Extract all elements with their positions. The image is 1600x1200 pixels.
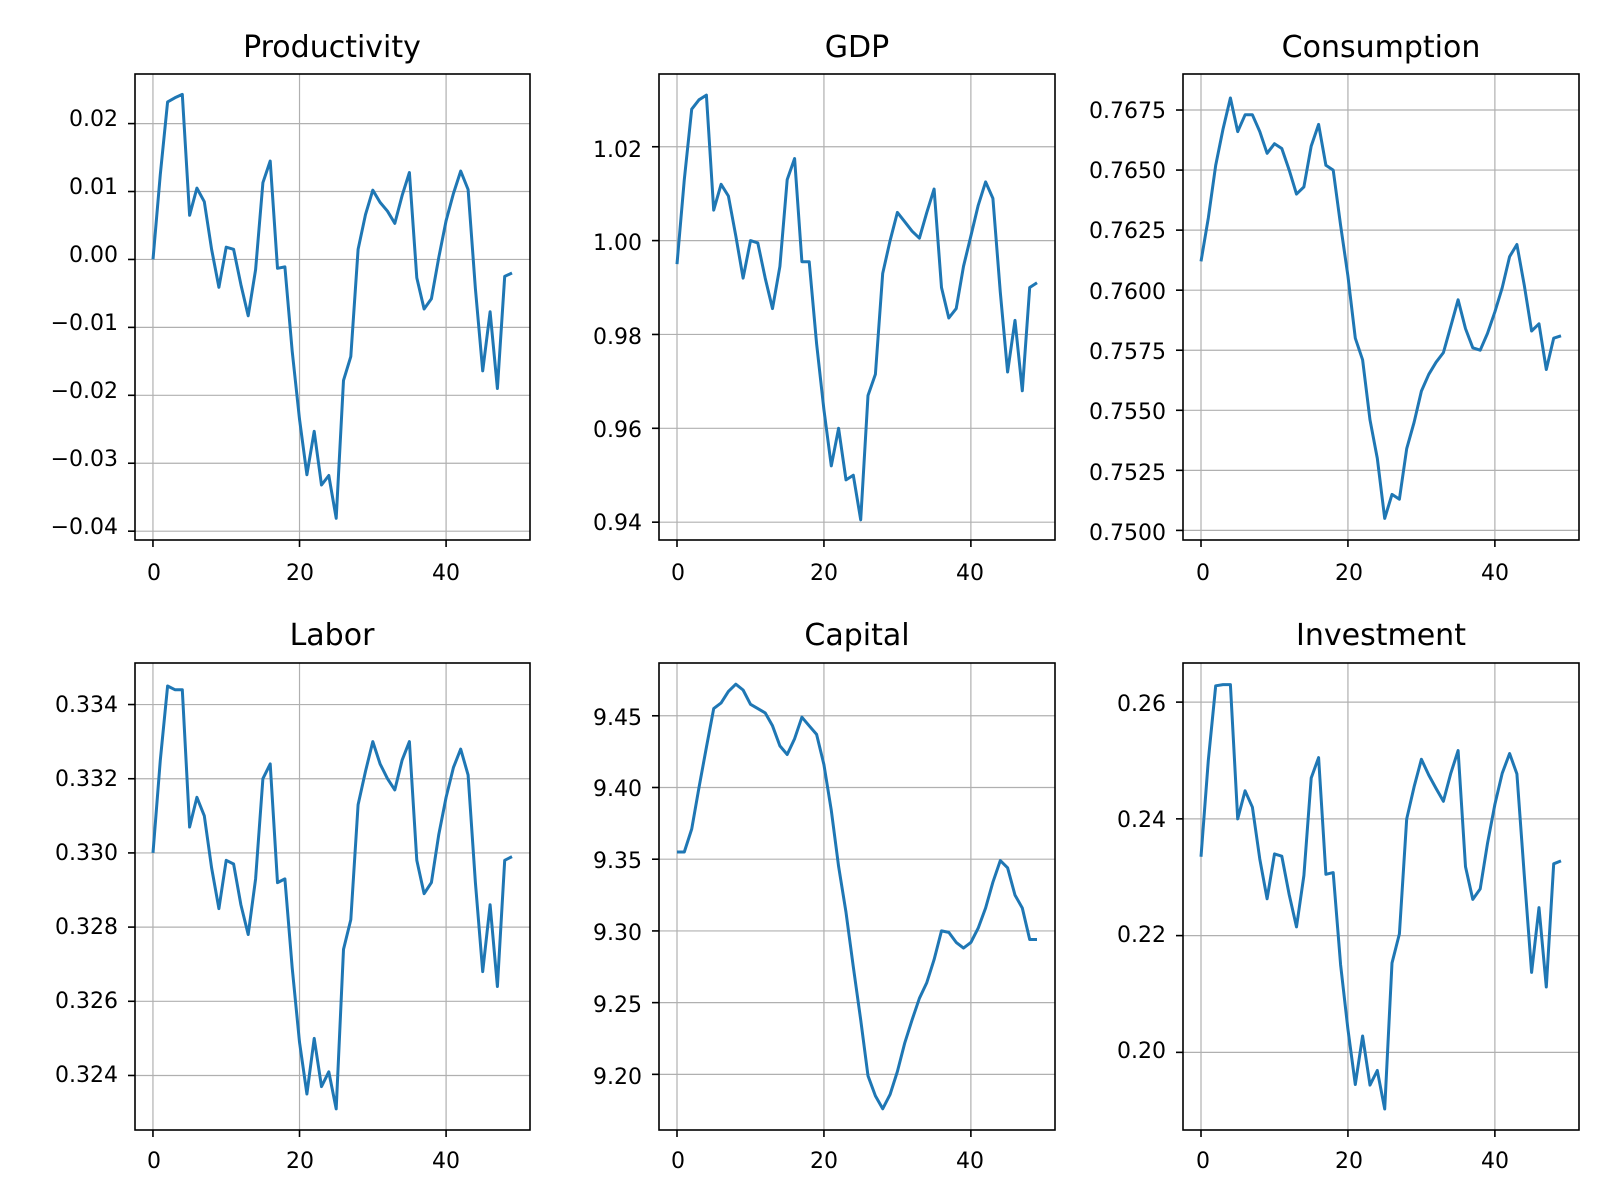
y-tick-label: 0.26 <box>1117 692 1166 717</box>
x-tick-label: 0 <box>671 561 685 586</box>
y-tick-label: 0.24 <box>1117 808 1166 833</box>
y-tick-label: 0.20 <box>1117 1039 1166 1064</box>
subplot-title: Labor <box>290 618 375 653</box>
y-tick-label: 9.25 <box>593 993 642 1018</box>
x-tick-label: 40 <box>956 1149 984 1174</box>
x-tick-label: 20 <box>1335 1149 1363 1174</box>
y-tick-label: 0.328 <box>55 915 118 940</box>
axes-frame <box>134 73 531 541</box>
y-tick-label: 0.7500 <box>1089 521 1166 546</box>
y-tick-label: 9.20 <box>593 1065 642 1090</box>
y-tick-label: 0.7550 <box>1089 400 1166 425</box>
x-tick-label: 40 <box>1481 1149 1509 1174</box>
subplot-consumption: Consumption 0.7675 0.7650 0.7625 0.7600 … <box>1089 30 1580 586</box>
x-tick-label: 20 <box>810 1149 838 1174</box>
x-tick-label: 40 <box>956 561 984 586</box>
y-tick-label: 0.334 <box>55 693 118 718</box>
series-line <box>675 93 1038 522</box>
y-tick-label: 0.00 <box>69 243 118 268</box>
y-tick-label: 1.00 <box>593 231 642 256</box>
x-tick-label: 0 <box>1196 561 1210 586</box>
x-tick-label: 40 <box>1481 561 1509 586</box>
x-tick-label: 40 <box>432 1149 460 1174</box>
subplot-title: GDP <box>825 30 889 65</box>
y-tick-label: −0.04 <box>51 515 118 540</box>
y-tick-label: 0.98 <box>593 325 642 350</box>
series-line <box>151 684 513 1111</box>
series-line <box>151 92 513 520</box>
y-tick-label: 9.35 <box>593 849 642 874</box>
subplot-title: Capital <box>804 618 909 653</box>
y-tick-label: −0.03 <box>51 447 118 472</box>
y-tick-label: 0.324 <box>55 1063 118 1088</box>
y-tick-label: −0.02 <box>51 379 118 404</box>
x-tick-label: 0 <box>1196 1149 1210 1174</box>
subplot-investment: Investment 0.26 0.24 0.22 0.20 0 20 40 <box>1117 618 1580 1174</box>
x-tick-label: 20 <box>1335 561 1363 586</box>
axes-frame <box>134 662 531 1131</box>
y-tick-label: 0.330 <box>55 841 118 866</box>
y-tick-label: 0.7600 <box>1089 280 1166 305</box>
y-tick-label: 0.96 <box>593 418 642 443</box>
x-tick-label: 0 <box>147 561 161 586</box>
y-tick-label: 0.7675 <box>1089 99 1166 124</box>
y-tick-label: 0.326 <box>55 989 118 1014</box>
x-tick-label: 40 <box>432 561 460 586</box>
x-tick-label: 20 <box>286 1149 314 1174</box>
y-tick-label: 9.30 <box>593 921 642 946</box>
y-tick-label: −0.01 <box>51 311 118 336</box>
axes-frame <box>1182 662 1580 1131</box>
y-tick-label: 9.45 <box>593 706 642 731</box>
subplot-labor: Labor 0.334 0.332 0.330 0.328 0.326 0.32… <box>55 618 531 1174</box>
subplot-title: Consumption <box>1282 30 1481 65</box>
y-tick-label: 0.7625 <box>1089 219 1166 244</box>
axes-frame <box>658 662 1056 1131</box>
y-tick-label: 9.40 <box>593 777 642 802</box>
x-tick-label: 0 <box>147 1149 161 1174</box>
x-tick-label: 20 <box>810 561 838 586</box>
series-line <box>1199 683 1562 1111</box>
y-tick-label: 0.94 <box>593 511 642 536</box>
subplot-gdp: GDP 1.02 1.00 0.98 0.96 0.94 0 20 40 <box>593 30 1056 586</box>
subplot-productivity: Productivity 0.02 0.01 0.00 −0.01 −0.02 … <box>51 30 531 586</box>
x-tick-label: 0 <box>671 1149 685 1174</box>
y-tick-label: 0.7525 <box>1089 461 1166 486</box>
series-line <box>1199 96 1562 520</box>
y-tick-label: 0.01 <box>69 175 118 200</box>
axes-frame <box>1182 73 1580 541</box>
x-tick-label: 20 <box>286 561 314 586</box>
y-tick-label: 0.7650 <box>1089 159 1166 184</box>
y-tick-label: 0.22 <box>1117 923 1166 948</box>
subplot-title: Investment <box>1296 618 1466 653</box>
axes-frame <box>658 73 1056 541</box>
y-tick-label: 0.7575 <box>1089 340 1166 365</box>
subplot-title: Productivity <box>243 30 421 65</box>
y-tick-label: 1.02 <box>593 138 642 163</box>
y-tick-label: 0.332 <box>55 767 118 792</box>
y-tick-label: 0.02 <box>69 107 118 132</box>
series-line <box>677 682 1037 1111</box>
subplot-capital: Capital 9.45 9.40 9.35 9.30 9.25 9.20 0 … <box>593 618 1056 1174</box>
